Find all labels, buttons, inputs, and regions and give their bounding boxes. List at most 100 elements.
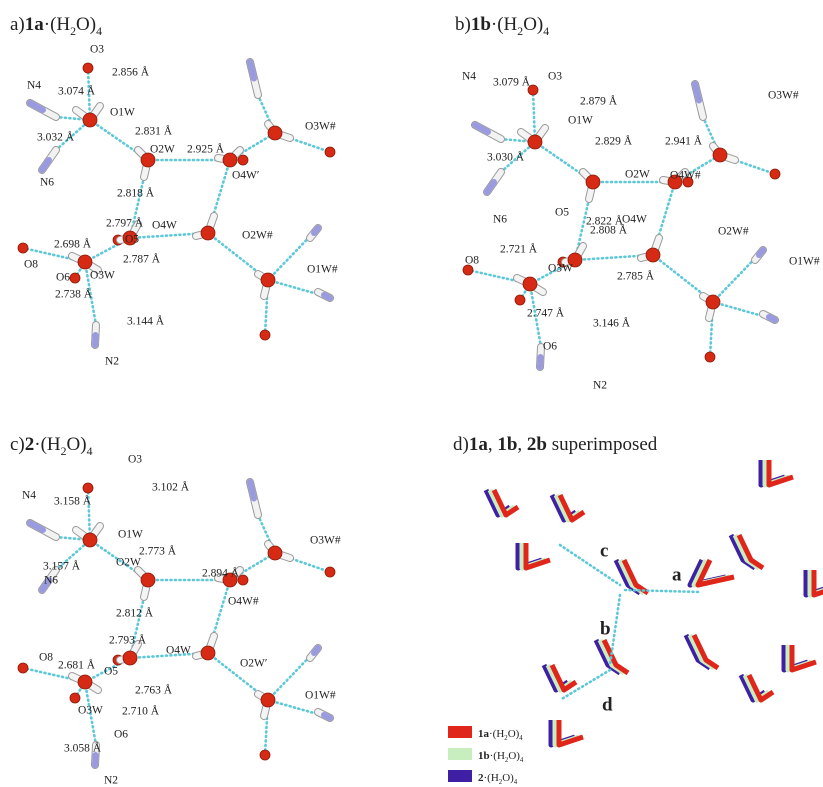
atom-label: 2.773 Å	[139, 544, 177, 558]
title-part: 4	[543, 25, 549, 38]
atom-label: 2.785 Å	[617, 269, 655, 283]
title-part: O)	[67, 434, 87, 455]
atom-label: O2W	[150, 144, 175, 156]
water-oxygen	[586, 175, 600, 189]
atom-label: O6	[543, 341, 557, 353]
title-part: O)	[76, 14, 96, 35]
oxygen-atom	[18, 243, 28, 253]
title: 1a·(H2O)4	[478, 728, 523, 742]
atom-label: O4W	[152, 220, 177, 232]
title-part: ,	[488, 434, 498, 455]
atom-label: 2.721 Å	[500, 242, 538, 256]
oxygen-atom	[18, 663, 28, 673]
atom-label: O3W#	[310, 535, 341, 547]
water-oxygen	[713, 148, 727, 162]
oxygen-atom	[238, 155, 248, 165]
title-part: a)	[10, 14, 25, 35]
oxygen-atom	[325, 147, 335, 157]
title-part: O)	[508, 728, 520, 740]
title-part: 1b	[471, 14, 491, 35]
oxygen-atom	[83, 63, 93, 73]
n-stick	[769, 317, 775, 320]
atom-label: O8	[24, 259, 38, 271]
title-part: 1b	[497, 434, 517, 455]
atom-label: 3.032 Å	[37, 130, 75, 144]
n-stick	[95, 755, 96, 765]
oxygen-atom	[515, 295, 525, 305]
hydrogen-bond	[560, 545, 620, 585]
water-oxygen	[83, 533, 97, 547]
oxygen-atom	[83, 483, 93, 493]
title-part: ·(H	[44, 14, 71, 35]
title-part: ·(H	[489, 728, 504, 740]
oxygen-atom	[260, 750, 270, 760]
atom-label: 3.157 Å	[43, 559, 81, 573]
superimposed-stick	[769, 460, 793, 485]
atom-label: 3.058 Å	[64, 741, 102, 755]
atom-label: O2W	[625, 169, 650, 181]
atom-label: O8	[465, 255, 479, 267]
superimposed-stick	[559, 720, 583, 745]
atom-label: 3.030 Å	[487, 150, 525, 164]
atom-label: 2.831 Å	[135, 124, 173, 138]
atom-label: 2.941 Å	[665, 134, 703, 148]
legend-swatch	[448, 748, 472, 760]
atom-label: 2.738 Å	[55, 287, 93, 301]
atom-label: 3.102 Å	[152, 480, 190, 494]
atom-label: O5	[125, 234, 139, 246]
atom-label: O3W	[90, 270, 115, 282]
bond-label: b	[600, 618, 611, 639]
atom-label: 3.079 Å	[493, 75, 531, 89]
atom-label: O6	[114, 729, 128, 741]
atom-label: 2.763 Å	[135, 683, 173, 697]
title-part: ·(H	[34, 434, 61, 455]
hydrogen-bond	[610, 595, 620, 665]
atom-label: N4	[462, 71, 476, 83]
title-part: 1b	[478, 750, 490, 762]
atom-label: O2W	[116, 557, 141, 569]
title-part: 4	[519, 735, 523, 742]
atom-label: N4	[27, 80, 41, 92]
legend-swatch	[448, 770, 472, 782]
n-stick	[250, 482, 254, 499]
molecule-panel	[18, 482, 335, 765]
atom-label: O1W#	[307, 264, 338, 276]
water-oxygen	[268, 126, 282, 140]
n-stick	[30, 523, 43, 530]
atom-label: 3.146 Å	[593, 316, 631, 330]
atom-label: O3W	[548, 263, 573, 275]
atom-label: O6	[56, 272, 70, 284]
water-oxygen	[141, 573, 155, 587]
bond-label: c	[600, 540, 608, 561]
atom-label: O1W#	[789, 256, 820, 268]
atom-label: 3.158 Å	[54, 494, 92, 508]
atom-label: O2W#	[718, 226, 749, 238]
atom-label: 2.879 Å	[580, 94, 618, 108]
title: c)2·(H2O)4	[10, 434, 93, 458]
atom-label: 2.829 Å	[595, 134, 633, 148]
atom-label: N6	[493, 214, 507, 226]
title-part: ·(H	[490, 750, 505, 762]
atom-label: 2.812 Å	[116, 606, 154, 620]
atom-label: O1W	[568, 115, 593, 127]
oxygen-atom	[70, 273, 80, 283]
figure: a)1a·(H2O)4b)1b·(H2O)4c)2·(H2O)4d)1a, 1b…	[0, 0, 823, 787]
superimposed-stick	[814, 570, 823, 595]
atom-label: 2.925 Å	[187, 142, 225, 156]
oxygen-atom	[260, 330, 270, 340]
water-oxygen	[646, 248, 660, 262]
title: d)1a, 1b, 2b superimposed	[453, 434, 658, 455]
title-part: 2	[25, 434, 35, 455]
n-stick	[487, 182, 494, 192]
title-part: superimposed	[547, 434, 658, 455]
legend-swatch	[448, 726, 472, 738]
atom-label: O4W#	[670, 170, 701, 182]
title-part: 4	[514, 779, 518, 786]
atom-label: O1W	[118, 529, 143, 541]
atom-label: O3	[90, 44, 104, 56]
title-part: O)	[502, 772, 514, 784]
title-part: 1a	[469, 434, 489, 455]
oxygen-atom	[325, 567, 335, 577]
bond-label: d	[602, 694, 613, 715]
water-oxygen	[523, 277, 537, 291]
